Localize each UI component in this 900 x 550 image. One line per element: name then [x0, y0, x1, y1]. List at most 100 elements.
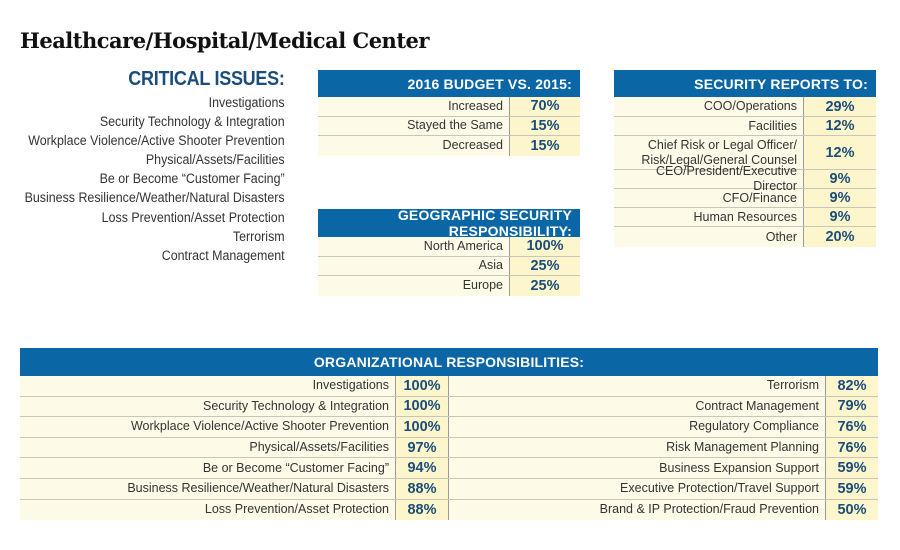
- row-value: 9%: [804, 208, 876, 226]
- row-value: 76%: [826, 417, 878, 437]
- org-left-cell: Security Technology & Integration 100%: [20, 396, 449, 417]
- critical-issue-item: Terrorism: [233, 228, 285, 244]
- row-value: 100%: [396, 376, 449, 396]
- table-row: Europe 25%: [318, 276, 580, 296]
- row-label-text: Chief Risk or Legal Officer/ Risk/Legal/…: [641, 137, 797, 167]
- row-value: 94%: [396, 458, 449, 478]
- row-label: Asia: [318, 256, 510, 275]
- table-row: Physical/Assets/Facilities 97% Risk Manage…: [20, 437, 878, 459]
- row-value: 59%: [826, 478, 878, 499]
- row-value: 70%: [510, 97, 580, 116]
- row-value: 100%: [396, 396, 449, 417]
- row-label: Chief Risk or Legal Officer/ Risk/Legal/…: [614, 136, 804, 169]
- org-right-cell: Brand & IP Protection/Fraud Prevention 50…: [449, 499, 878, 521]
- table-row: Business Resilience/Weather/Natural Disa…: [20, 478, 878, 500]
- row-value: 20%: [804, 227, 876, 247]
- reports-to-table-header: SECURITY REPORTS TO:: [614, 70, 876, 97]
- row-label: Investigations: [20, 376, 396, 396]
- critical-issues-list: CRITICAL ISSUES: Investigations Security …: [2, 68, 285, 265]
- row-value: 88%: [396, 499, 449, 521]
- row-label: Business Expansion Support: [449, 458, 826, 478]
- row-value: 29%: [804, 97, 876, 116]
- row-label-text: Other: [765, 229, 797, 244]
- org-left-cell: Loss Prevention/Asset Protection 88%: [20, 499, 449, 521]
- table-row: Asia 25%: [318, 256, 580, 276]
- critical-issue-item: Security Technology & Integration: [100, 114, 286, 130]
- row-label: Risk Management Planning: [449, 437, 826, 458]
- row-label: North America: [318, 237, 510, 256]
- critical-issue-item: Be or Become “Customer Facing”: [100, 171, 285, 187]
- org-right-cell: Risk Management Planning 76%: [449, 437, 878, 458]
- row-value: 12%: [804, 117, 876, 135]
- row-value: 82%: [826, 376, 878, 396]
- budget-table: 2016 BUDGET VS. 2015: Increased 70% Stayed…: [318, 70, 580, 156]
- row-label-text: COO/Operations: [703, 99, 797, 113]
- row-label: Be or Become “Customer Facing”: [20, 458, 396, 478]
- table-row: CFO/Finance 9%: [614, 189, 876, 208]
- org-left-cell: Workplace Violence/Active Shooter Preven…: [20, 417, 449, 437]
- row-label-text: North America: [423, 238, 503, 253]
- row-label-text: CFO/Finance: [722, 190, 797, 205]
- row-label: Loss Prevention/Asset Protection: [20, 499, 396, 521]
- row-label: Executive Protection/Travel Support: [449, 478, 826, 499]
- budget-table-header: 2016 BUDGET VS. 2015:: [318, 70, 580, 97]
- critical-issues-heading: CRITICAL ISSUES:: [128, 68, 286, 90]
- row-label: Security Technology & Integration: [20, 396, 396, 417]
- table-row: Workplace Violence/Active Shooter Preven…: [20, 417, 878, 438]
- row-label: Workplace Violence/Active Shooter Preven…: [20, 417, 396, 437]
- row-value: 25%: [510, 276, 580, 296]
- row-value: 97%: [396, 437, 449, 458]
- geographic-table: GEOGRAPHIC SECURITY RESPONSIBILITY: Nort…: [318, 207, 580, 296]
- critical-issue-item: Business Resilience/Weather/Natural Disa…: [24, 190, 285, 206]
- row-value: 9%: [804, 170, 876, 188]
- row-label: Human Resources: [614, 208, 804, 226]
- row-label-text: Increased: [448, 98, 503, 113]
- table-row: Loss Prevention/Asset Protection 88% Brand…: [20, 499, 878, 521]
- row-value: 15%: [510, 136, 580, 156]
- row-label: Business Resilience/Weather/Natural Disa…: [20, 478, 396, 499]
- org-right-cell: Contract Management 79%: [449, 396, 878, 417]
- row-label: Stayed the Same: [318, 116, 510, 135]
- critical-issue-item: Workplace Violence/Active Shooter Preven…: [28, 133, 286, 149]
- row-label: CFO/Finance: [614, 189, 804, 207]
- table-row: Increased 70%: [318, 97, 580, 117]
- table-row: Decreased 15%: [318, 136, 580, 156]
- row-label: Decreased: [318, 136, 510, 156]
- row-label: CEO/President/Executive Director: [614, 164, 804, 193]
- row-label-text: Facilities: [748, 118, 797, 133]
- org-left-cell: Investigations 100%: [20, 376, 449, 396]
- row-value: 76%: [826, 437, 878, 458]
- row-label: Regulatory Compliance: [449, 417, 826, 437]
- row-value: 25%: [510, 256, 580, 275]
- row-value: 50%: [826, 499, 878, 521]
- page-title: Healthcare/Hospital/Medical Center: [20, 28, 429, 53]
- row-label-text: Human Resources: [693, 209, 797, 224]
- org-right-cell: Executive Protection/Travel Support 59%: [449, 478, 878, 499]
- row-label: Brand & IP Protection/Fraud Prevention: [449, 499, 826, 521]
- row-label: Europe: [318, 276, 510, 296]
- row-value: 100%: [510, 237, 580, 256]
- row-value: 59%: [826, 458, 878, 478]
- row-value: 88%: [396, 478, 449, 499]
- row-value: 100%: [396, 417, 449, 437]
- org-right-cell: Business Expansion Support 59%: [449, 458, 878, 478]
- row-label: Other: [614, 227, 804, 247]
- table-row: Other 20%: [614, 227, 876, 247]
- row-value: 9%: [804, 189, 876, 207]
- row-value: 12%: [804, 136, 876, 169]
- row-value: 79%: [826, 396, 878, 417]
- table-row: COO/Operations 29%: [614, 97, 876, 117]
- row-label: COO/Operations: [614, 97, 804, 116]
- row-label: Physical/Assets/Facilities: [20, 437, 396, 458]
- critical-issue-item: Investigations: [209, 95, 285, 110]
- table-row: Stayed the Same 15%: [318, 116, 580, 136]
- row-label: Facilities: [614, 117, 804, 135]
- geographic-table-header: GEOGRAPHIC SECURITY RESPONSIBILITY:: [318, 207, 580, 239]
- row-label-text: Europe: [462, 278, 503, 293]
- table-row: Investigations 100% Terrorism 82%: [20, 376, 878, 397]
- org-table-header: ORGANIZATIONAL RESPONSIBILITIES:: [20, 348, 878, 376]
- critical-issue-item: Contract Management: [162, 247, 285, 263]
- row-label: Terrorism: [449, 376, 826, 396]
- reports-to-table: SECURITY REPORTS TO: COO/Operations 29% Fa…: [614, 70, 876, 247]
- row-label-text: Decreased: [442, 138, 503, 153]
